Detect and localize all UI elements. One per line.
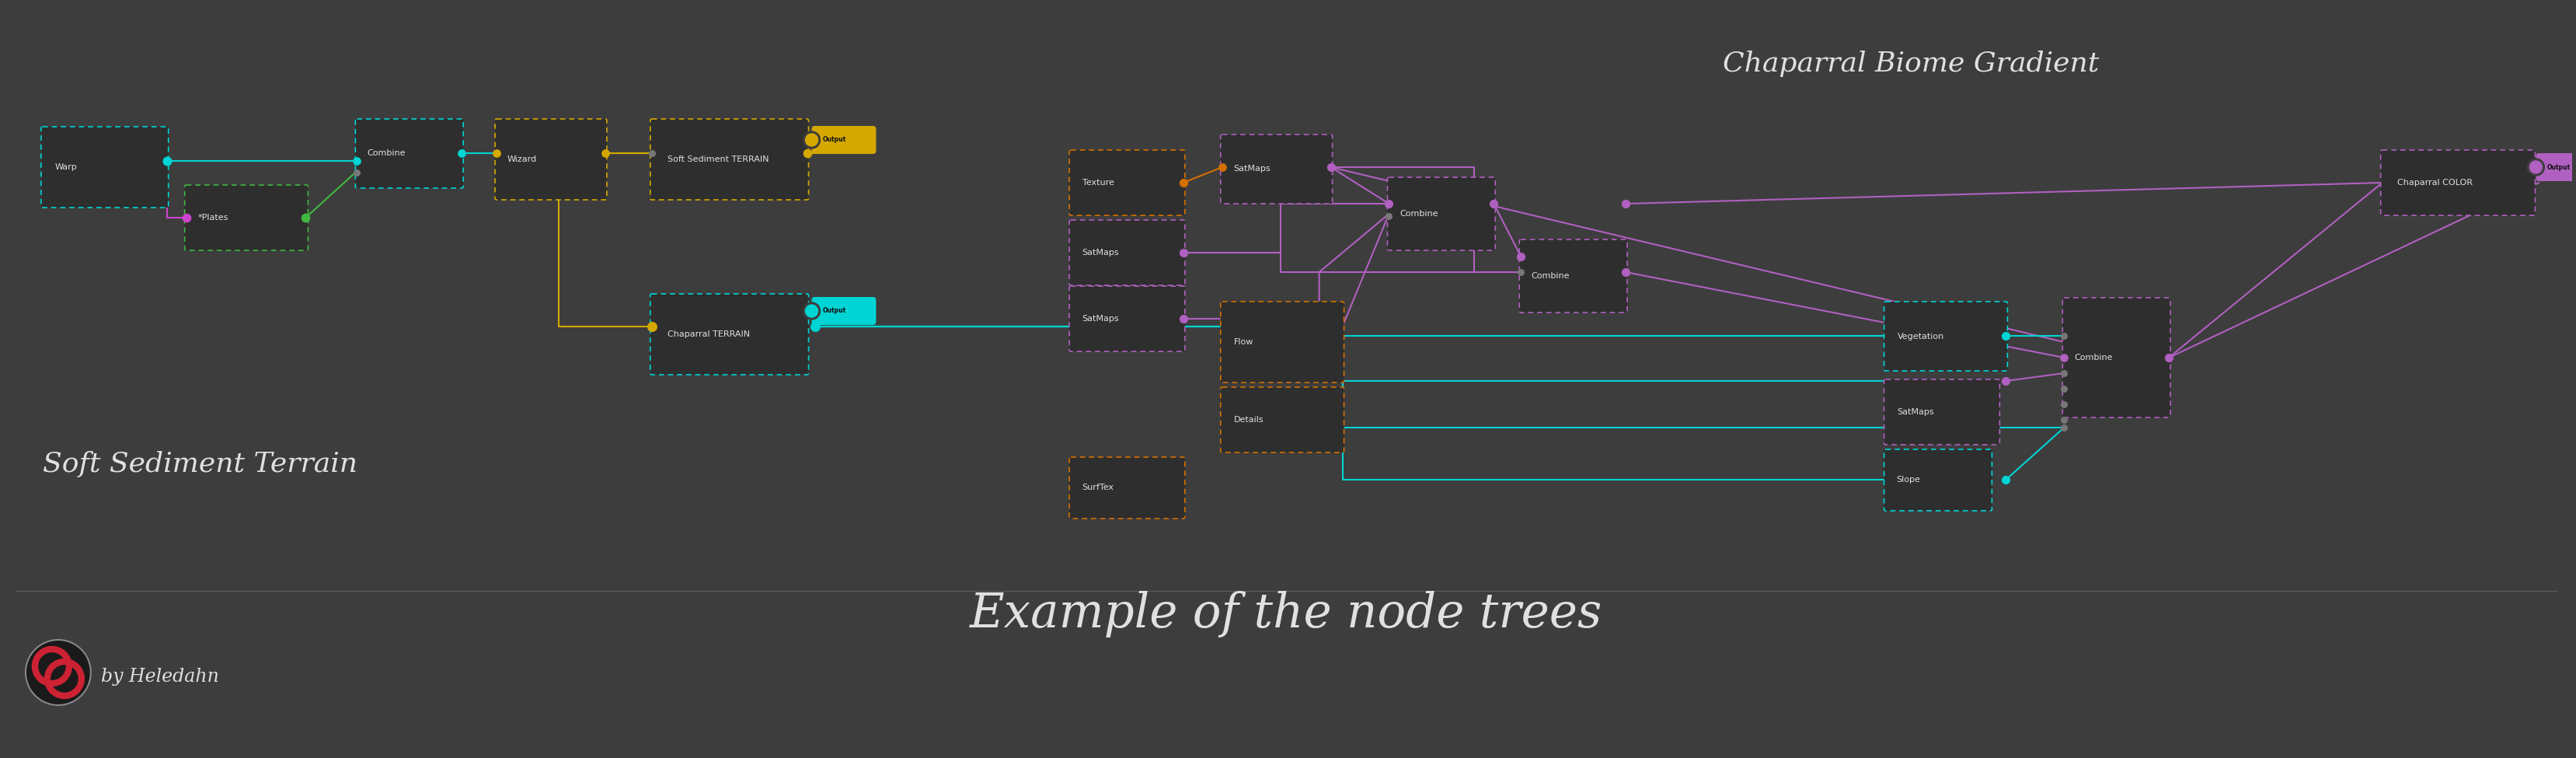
Point	[1162, 246, 1203, 258]
Text: Vegetation: Vegetation	[1899, 332, 1945, 340]
Point	[1200, 161, 1242, 174]
FancyBboxPatch shape	[185, 185, 309, 250]
Text: Slope: Slope	[1896, 476, 1919, 484]
FancyBboxPatch shape	[2380, 150, 2535, 215]
Text: Wizard: Wizard	[507, 155, 538, 163]
Point	[440, 147, 482, 159]
Point	[1605, 198, 1646, 210]
Circle shape	[2530, 161, 2543, 174]
Point	[2043, 352, 2084, 364]
Point	[1499, 250, 1540, 262]
Point	[1499, 266, 1540, 278]
Point	[1162, 313, 1203, 325]
Text: Texture: Texture	[1082, 179, 1113, 186]
Point	[786, 147, 827, 159]
Text: Combine: Combine	[1530, 272, 1569, 280]
Text: Soft Sediment TERRAIN: Soft Sediment TERRAIN	[667, 155, 768, 163]
Circle shape	[804, 302, 819, 320]
FancyBboxPatch shape	[355, 119, 464, 188]
Circle shape	[806, 305, 819, 317]
Point	[1473, 198, 1515, 210]
Point	[2043, 383, 2084, 395]
FancyBboxPatch shape	[1883, 302, 2007, 371]
FancyBboxPatch shape	[2535, 153, 2576, 181]
Text: Combine: Combine	[368, 149, 407, 158]
Point	[286, 211, 327, 224]
Point	[1368, 210, 1409, 222]
Circle shape	[806, 133, 819, 146]
Point	[1368, 198, 1409, 210]
Point	[2043, 421, 2084, 434]
Text: Soft Sediment Terrain: Soft Sediment Terrain	[44, 451, 358, 478]
Point	[1311, 161, 1352, 174]
Text: Combine: Combine	[1399, 210, 1437, 218]
Text: Flow: Flow	[1234, 338, 1255, 346]
Text: Warp: Warp	[54, 163, 77, 171]
Point	[585, 147, 626, 159]
FancyBboxPatch shape	[1069, 457, 1185, 518]
Circle shape	[804, 131, 819, 149]
Text: Output: Output	[822, 308, 845, 315]
Text: Chaparral COLOR: Chaparral COLOR	[2398, 179, 2473, 186]
Point	[2148, 352, 2190, 364]
Point	[165, 211, 206, 224]
Text: *Plates: *Plates	[198, 214, 229, 221]
Point	[2043, 414, 2084, 426]
Point	[2043, 330, 2084, 342]
Text: SatMaps: SatMaps	[1082, 315, 1118, 323]
FancyBboxPatch shape	[1221, 302, 1345, 383]
Point	[631, 321, 672, 333]
Text: Output: Output	[2548, 164, 2571, 171]
FancyBboxPatch shape	[41, 127, 167, 208]
Text: Output: Output	[822, 136, 845, 143]
Text: SurfTex: SurfTex	[1082, 484, 1113, 492]
FancyBboxPatch shape	[1883, 380, 1999, 445]
FancyBboxPatch shape	[1069, 150, 1185, 215]
FancyBboxPatch shape	[1388, 177, 1494, 250]
Point	[2043, 367, 2084, 379]
Text: SatMaps: SatMaps	[1896, 408, 1935, 416]
FancyBboxPatch shape	[1883, 449, 1991, 511]
Text: by Heledahn: by Heledahn	[100, 669, 219, 686]
Point	[147, 155, 188, 167]
Text: Details: Details	[1234, 416, 1265, 424]
Point	[337, 167, 379, 179]
Point	[1162, 177, 1203, 189]
Point	[1605, 266, 1646, 278]
FancyBboxPatch shape	[1221, 134, 1332, 204]
FancyBboxPatch shape	[811, 126, 876, 154]
Point	[337, 155, 379, 167]
FancyBboxPatch shape	[495, 119, 608, 200]
FancyBboxPatch shape	[649, 294, 809, 374]
FancyBboxPatch shape	[1069, 286, 1185, 352]
Point	[793, 321, 835, 333]
FancyBboxPatch shape	[649, 119, 809, 200]
FancyBboxPatch shape	[1069, 220, 1185, 285]
Text: SatMaps: SatMaps	[1082, 249, 1118, 256]
FancyBboxPatch shape	[1221, 387, 1345, 453]
FancyBboxPatch shape	[2063, 298, 2172, 418]
Text: Combine: Combine	[2074, 354, 2112, 362]
Text: Example of the node trees: Example of the node trees	[969, 590, 1602, 637]
FancyBboxPatch shape	[811, 297, 876, 325]
Text: Chaparral Biome Gradient: Chaparral Biome Gradient	[1723, 51, 2099, 77]
Circle shape	[2527, 158, 2545, 176]
Circle shape	[26, 640, 90, 705]
Point	[1986, 474, 2027, 486]
Text: Chaparral TERRAIN: Chaparral TERRAIN	[667, 330, 750, 338]
Text: SatMaps: SatMaps	[1234, 165, 1270, 173]
Point	[477, 147, 518, 159]
FancyBboxPatch shape	[1520, 240, 1628, 312]
Point	[1986, 330, 2027, 342]
Point	[2043, 398, 2084, 410]
Point	[1986, 375, 2027, 387]
Point	[631, 147, 672, 159]
